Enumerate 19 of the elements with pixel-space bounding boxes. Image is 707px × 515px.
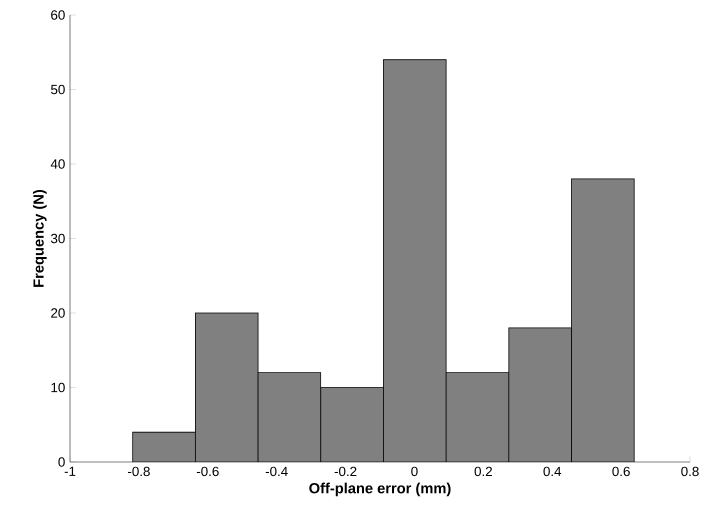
x-tick-label: 0.8 xyxy=(681,466,699,476)
x-tick-label: -0.4 xyxy=(266,466,288,476)
y-tick-label: 30 xyxy=(50,234,65,244)
x-tick-label: 0 xyxy=(411,466,418,476)
x-tick-label: -0.2 xyxy=(334,466,356,476)
x-axis-title: Off-plane error (mm) xyxy=(309,482,451,496)
x-tick-label: -0.6 xyxy=(196,466,219,476)
x-tick-label: -1 xyxy=(64,466,76,476)
y-tick-label: 40 xyxy=(50,159,65,169)
x-tick-label: 0.6 xyxy=(612,466,630,476)
y-tick-label: 10 xyxy=(51,382,65,392)
x-tick-label: -0.8 xyxy=(128,466,150,476)
x-tick-label: 0.2 xyxy=(474,466,492,476)
y-tick-label: 50 xyxy=(51,84,65,94)
y-tick-label: 0 xyxy=(58,457,65,467)
y-tick-label: 20 xyxy=(51,308,65,318)
y-axis-title: Frequency (N) xyxy=(32,190,47,287)
x-tick-label: 0.4 xyxy=(543,466,562,476)
y-tick-label: 60 xyxy=(51,10,65,20)
